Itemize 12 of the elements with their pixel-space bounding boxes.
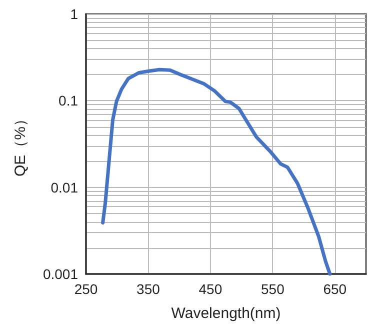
x-tick-label: 550 xyxy=(260,281,285,297)
x-tick-label: 350 xyxy=(136,281,160,297)
y-tick-label: 0.1 xyxy=(58,92,78,109)
x-tick-label: 250 xyxy=(74,281,98,297)
line-series xyxy=(101,68,332,276)
y-tick-label: 0.01 xyxy=(50,179,78,196)
x-axis-title: Wavelength(nm) xyxy=(171,305,281,322)
y-tick-label: 0.001 xyxy=(42,266,78,282)
x-tick-label: 450 xyxy=(198,281,222,297)
y-axis-title: QE（%） xyxy=(12,111,29,177)
x-tick-label: 650 xyxy=(323,281,347,297)
y-tick-label: 1 xyxy=(70,6,78,22)
